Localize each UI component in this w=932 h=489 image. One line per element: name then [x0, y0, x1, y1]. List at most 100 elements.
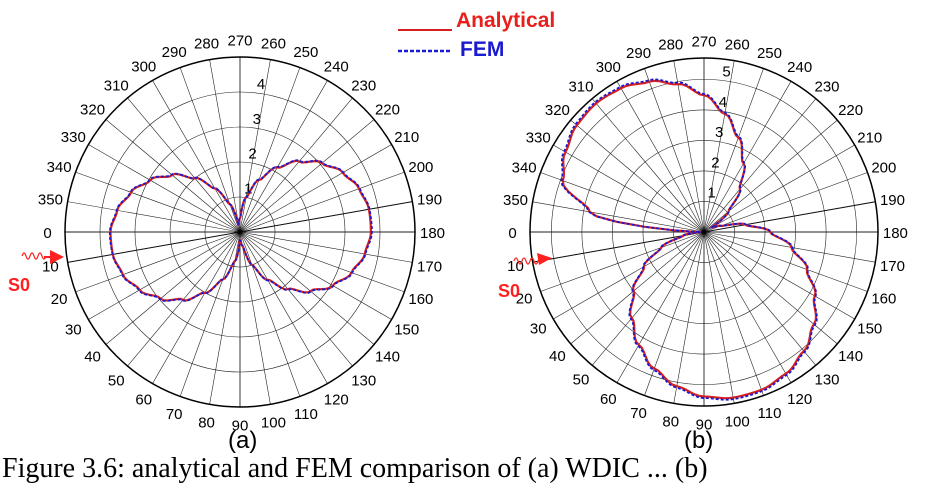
- angular-grid-spoke: [703, 119, 838, 233]
- angle-tick-label: 150: [394, 321, 419, 338]
- series-fem-line: [560, 78, 818, 401]
- angular-grid-spoke: [703, 231, 735, 404]
- polar-center: [237, 229, 243, 235]
- polar-center: [701, 229, 707, 235]
- angle-tick-label: 200: [871, 160, 896, 177]
- angle-tick-label: 290: [162, 44, 187, 61]
- angle-tick-label: 250: [757, 45, 782, 62]
- angular-grid-spoke: [703, 144, 855, 233]
- angular-grid-spoke: [75, 231, 241, 293]
- angle-tick-label: 20: [51, 291, 68, 308]
- source-arrow-b: [537, 253, 552, 265]
- angle-tick-label: 140: [838, 348, 863, 365]
- angle-tick-label: 70: [630, 405, 647, 422]
- angle-tick-label: 10: [42, 258, 59, 275]
- angular-grid-spoke: [239, 80, 328, 233]
- polar-outer-circle: [64, 56, 416, 408]
- angle-tick-label: 200: [408, 159, 433, 176]
- source-marker-b: S0: [498, 253, 552, 301]
- radial-tick-label: 4: [257, 76, 265, 93]
- angle-tick-label: 110: [294, 406, 318, 423]
- angle-tick-label: 110: [758, 405, 782, 422]
- angle-tick-label: 60: [135, 392, 152, 409]
- angle-tick-label: 220: [375, 101, 400, 118]
- angle-tick-label: 130: [815, 372, 840, 389]
- angular-grid-spoke: [703, 98, 817, 233]
- series-analytical-line: [561, 79, 818, 400]
- source-label-a: S0: [8, 275, 30, 295]
- angle-tick-label: 350: [38, 192, 63, 209]
- angular-grid-spoke: [75, 171, 241, 233]
- angular-grid-spoke: [591, 231, 705, 366]
- radial-tick-label: 2: [248, 146, 256, 163]
- angle-tick-label: 320: [80, 101, 105, 118]
- angle-tick-label: 20: [516, 290, 533, 307]
- radial-tick-label: 1: [708, 185, 716, 202]
- angle-tick-label: 100: [725, 413, 750, 430]
- angular-grid-spoke: [616, 231, 705, 383]
- legend-fem-label: FEM: [460, 38, 504, 61]
- angle-tick-label: 170: [417, 258, 442, 275]
- angular-grid-spoke: [239, 231, 328, 384]
- angular-grid-spoke: [703, 231, 876, 263]
- angle-tick-label: 210: [857, 129, 882, 146]
- angle-tick-label: 340: [47, 159, 72, 176]
- series-fem-line: [108, 159, 373, 302]
- angular-grid-spoke: [239, 231, 271, 405]
- angle-tick-label: 290: [626, 45, 651, 62]
- angle-tick-label: 80: [198, 415, 215, 432]
- figure-caption: Figure 3.6: analytical and FEM compariso…: [2, 453, 708, 484]
- angular-grid-spoke: [570, 119, 705, 233]
- panel-label-b: (b): [684, 427, 713, 454]
- angle-tick-label: 0: [508, 225, 516, 242]
- angle-tick-label: 120: [324, 392, 349, 409]
- angular-grid-spoke: [209, 59, 241, 233]
- angle-tick-label: 160: [408, 291, 433, 308]
- angle-tick-label: 90: [696, 416, 713, 433]
- angular-grid-spoke: [532, 201, 705, 233]
- angle-tick-label: 160: [871, 290, 896, 307]
- angular-grid-spoke: [703, 172, 868, 233]
- angular-grid-spoke: [673, 231, 705, 404]
- radial-tick-label: 3: [253, 111, 261, 128]
- angular-grid-spoke: [239, 97, 353, 233]
- angle-tick-label: 280: [194, 35, 219, 52]
- angular-grid-spoke: [540, 172, 705, 233]
- radial-tick-label: 3: [715, 124, 723, 141]
- radial-tick-label: 2: [711, 154, 719, 171]
- angular-grid-spoke: [703, 231, 764, 396]
- angular-grid-spoke: [239, 231, 375, 345]
- angle-tick-label: 240: [324, 58, 349, 75]
- legend: Analytical FEM: [398, 9, 555, 61]
- angle-tick-label: 70: [166, 406, 183, 423]
- angular-grid-spoke: [239, 231, 301, 397]
- angle-tick-label: 100: [261, 415, 286, 432]
- angular-grid-spoke: [703, 231, 817, 366]
- angle-tick-label: 220: [838, 102, 863, 119]
- angle-tick-label: 190: [880, 192, 905, 209]
- angle-tick-label: 30: [530, 321, 547, 338]
- angular-grid-spoke: [703, 81, 792, 233]
- angular-grid-spoke: [239, 59, 271, 233]
- angular-grid-spoke: [703, 231, 855, 320]
- source-wave-b: [513, 257, 543, 265]
- angle-tick-label: 210: [394, 129, 419, 146]
- angle-tick-label: 330: [61, 129, 86, 146]
- angle-tick-label: 310: [568, 78, 593, 95]
- angle-tick-label: 190: [417, 192, 442, 209]
- angle-tick-label: 330: [526, 129, 551, 146]
- panel-label-a: (a): [228, 427, 257, 454]
- angle-tick-label: 80: [662, 413, 679, 430]
- angle-tick-label: 140: [375, 349, 400, 366]
- angle-tick-label: 0: [43, 225, 51, 242]
- radial-tick-label: 5: [722, 64, 730, 81]
- angle-tick-label: 350: [503, 192, 528, 209]
- legend-analytical-label: Analytical: [456, 9, 555, 32]
- angular-grid-spoke: [540, 231, 705, 292]
- angle-tick-label: 170: [880, 258, 905, 275]
- angular-grid-spoke: [644, 68, 705, 233]
- angle-tick-label: 270: [227, 33, 252, 50]
